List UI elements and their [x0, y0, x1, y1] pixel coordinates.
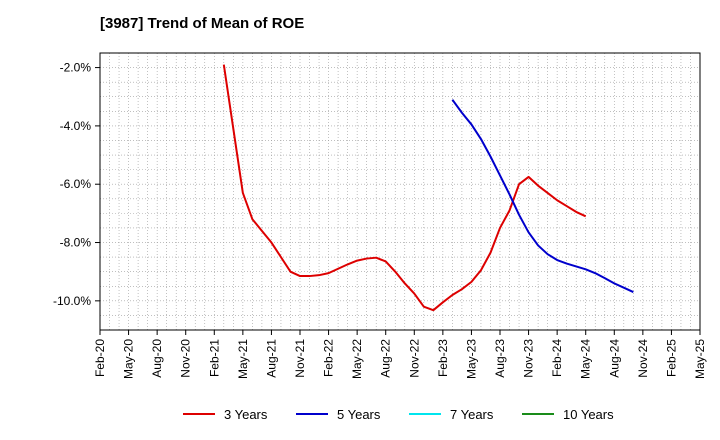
series-lines [222, 64, 634, 312]
x-tick-label: Nov-21 [293, 339, 307, 378]
x-tick-label: May-22 [350, 339, 364, 379]
x-tick-label: May-25 [693, 339, 707, 379]
x-tick-label: Aug-22 [379, 339, 393, 378]
legend-label: 5 Years [337, 407, 381, 422]
x-tick-label: Aug-23 [493, 339, 507, 378]
legend-label: 3 Years [224, 407, 268, 422]
x-tick-label: Aug-20 [150, 339, 164, 378]
x-tick-label: Feb-25 [664, 339, 678, 377]
grid [100, 53, 700, 330]
x-axis: Feb-20 May-20 Aug-20 Nov-20 Feb-21 May-21 Aug-… [93, 330, 707, 379]
y-tick-label: -6.0% [60, 177, 92, 191]
series-line [222, 64, 587, 312]
x-tick-label: May-24 [579, 339, 593, 379]
x-tick-label: May-20 [122, 339, 136, 379]
x-tick-label: Feb-21 [207, 339, 221, 377]
x-tick-label: Feb-22 [322, 339, 336, 377]
y-axis: -2.0% -4.0% -6.0% -8.0% -10.0% [53, 61, 100, 308]
x-tick-label: Nov-22 [407, 339, 421, 378]
y-tick-label: -10.0% [53, 294, 91, 308]
x-tick-label: May-23 [464, 339, 478, 379]
series-line [451, 99, 634, 293]
x-tick-label: Feb-24 [550, 339, 564, 377]
legend: 3 Years 5 Years 7 Years 10 Years [183, 407, 614, 422]
x-tick-label: Nov-23 [522, 339, 536, 378]
legend-label: 10 Years [563, 407, 614, 422]
y-tick-label: -8.0% [60, 236, 92, 250]
plot-area [99, 52, 701, 331]
x-tick-label: Nov-20 [179, 339, 193, 378]
x-tick-label: Feb-20 [93, 339, 107, 377]
x-tick-label: Feb-23 [436, 339, 450, 377]
legend-label: 7 Years [450, 407, 494, 422]
y-tick-label: -2.0% [60, 61, 92, 75]
chart-title: [3987] Trend of Mean of ROE [100, 15, 304, 32]
x-tick-label: Nov-24 [636, 339, 650, 378]
x-tick-label: Aug-21 [264, 339, 278, 378]
y-tick-label: -4.0% [60, 119, 92, 133]
x-tick-label: Aug-24 [607, 339, 621, 378]
x-tick-label: May-21 [236, 339, 250, 379]
